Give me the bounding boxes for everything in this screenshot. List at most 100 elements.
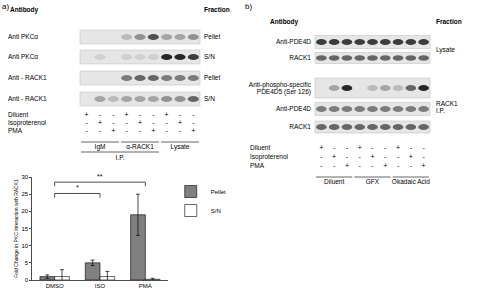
svg-text:*: * xyxy=(76,184,79,191)
svg-text:S/N: S/N xyxy=(211,208,221,214)
svg-text:-: - xyxy=(192,111,195,118)
svg-text:S/N: S/N xyxy=(204,95,215,102)
svg-text:-: - xyxy=(192,119,195,126)
svg-text:+: + xyxy=(332,153,336,160)
svg-text:-: - xyxy=(152,119,155,126)
svg-text:S/N: S/N xyxy=(204,53,215,60)
svg-text:-: - xyxy=(346,144,349,151)
svg-text:RACK1: RACK1 xyxy=(289,123,311,130)
svg-text:Isoproterenol: Isoproterenol xyxy=(250,153,288,161)
svg-text:Pellet: Pellet xyxy=(204,33,220,40)
svg-text:Anti PKCα: Anti PKCα xyxy=(8,33,38,40)
svg-text:IgM: IgM xyxy=(95,143,106,151)
svg-text:-: - xyxy=(85,127,88,134)
svg-text:-: - xyxy=(125,119,128,126)
svg-text:+: + xyxy=(358,144,362,151)
svg-text:Lysate: Lysate xyxy=(436,46,455,54)
svg-text:DMSO: DMSO xyxy=(46,283,64,289)
svg-text:Anti-PDE4D: Anti-PDE4D xyxy=(276,105,311,112)
svg-text:RACK1: RACK1 xyxy=(436,100,458,107)
svg-text:-: - xyxy=(371,162,374,169)
svg-text:-: - xyxy=(165,119,168,126)
svg-text:+: + xyxy=(178,119,182,126)
svg-text:-: - xyxy=(371,144,374,151)
svg-text:+: + xyxy=(151,127,155,134)
svg-text:**: ** xyxy=(97,173,103,180)
svg-text:-: - xyxy=(410,162,413,169)
svg-text:-: - xyxy=(112,119,115,126)
svg-text:Isoproterenol: Isoproterenol xyxy=(8,119,46,127)
svg-text:-: - xyxy=(152,111,155,118)
svg-text:RACK1: RACK1 xyxy=(289,54,311,61)
svg-text:-: - xyxy=(422,144,425,151)
svg-text:ISO: ISO xyxy=(95,283,106,289)
svg-text:-: - xyxy=(139,111,142,118)
svg-text:Anti-PDE4D: Anti-PDE4D xyxy=(276,38,311,45)
svg-text:I.P.: I.P. xyxy=(116,154,125,161)
svg-text:a): a) xyxy=(2,2,9,11)
svg-text:+: + xyxy=(191,127,195,134)
svg-text:5: 5 xyxy=(25,260,29,266)
svg-text:-: - xyxy=(99,111,102,118)
svg-text:+: + xyxy=(85,111,89,118)
svg-text:-: - xyxy=(333,162,336,169)
svg-text:Antibody: Antibody xyxy=(270,18,299,26)
svg-text:Fraction: Fraction xyxy=(436,18,462,25)
svg-text:Diluent: Diluent xyxy=(324,178,344,185)
svg-text:-: - xyxy=(397,162,400,169)
svg-text:+: + xyxy=(111,127,115,134)
svg-text:α-RACK1: α-RACK1 xyxy=(126,143,154,150)
svg-text:20: 20 xyxy=(21,208,28,214)
svg-text:+: + xyxy=(409,153,413,160)
svg-text:+: + xyxy=(345,162,349,169)
svg-text:-: - xyxy=(346,153,349,160)
svg-text:+: + xyxy=(165,111,169,118)
svg-text:PMA: PMA xyxy=(139,283,152,289)
svg-text:25: 25 xyxy=(21,191,28,197)
svg-text:Diluent: Diluent xyxy=(8,111,28,118)
svg-text:Pellet: Pellet xyxy=(204,74,220,81)
svg-text:PMA: PMA xyxy=(250,162,265,169)
svg-text:30: 30 xyxy=(21,174,28,180)
svg-text:Anti PKCα: Anti PKCα xyxy=(8,53,38,60)
svg-text:Okadaic Acid: Okadaic Acid xyxy=(392,178,430,185)
svg-text:-: - xyxy=(359,162,362,169)
svg-text:-: - xyxy=(320,162,323,169)
svg-text:-: - xyxy=(85,119,88,126)
svg-text:-: - xyxy=(397,153,400,160)
svg-text:+: + xyxy=(319,144,323,151)
svg-text:10: 10 xyxy=(21,243,28,249)
svg-text:Fraction: Fraction xyxy=(204,6,230,13)
svg-text:Fold Change in PKC Interaction: Fold Change in PKC Interaction with RACK… xyxy=(13,179,19,278)
svg-text:PDE4D5 (Ser 126): PDE4D5 (Ser 126) xyxy=(257,88,311,96)
svg-text:15: 15 xyxy=(21,226,28,232)
svg-text:-: - xyxy=(359,153,362,160)
svg-text:+: + xyxy=(383,162,387,169)
svg-text:I.P.: I.P. xyxy=(436,107,445,114)
svg-text:+: + xyxy=(138,119,142,126)
svg-text:-: - xyxy=(179,127,182,134)
svg-text:b): b) xyxy=(245,2,252,11)
svg-text:+: + xyxy=(125,111,129,118)
svg-text:-: - xyxy=(333,144,336,151)
svg-text:PMA: PMA xyxy=(8,127,23,134)
svg-text:Antibody: Antibody xyxy=(10,6,39,14)
svg-text:-: - xyxy=(422,153,425,160)
svg-text:+: + xyxy=(98,119,102,126)
svg-text:-: - xyxy=(384,144,387,151)
svg-text:+: + xyxy=(422,162,426,169)
svg-text:Lysate: Lysate xyxy=(171,143,190,151)
svg-text:-: - xyxy=(139,127,142,134)
svg-text:-: - xyxy=(112,111,115,118)
svg-text:Pellet: Pellet xyxy=(211,189,226,195)
svg-text:-: - xyxy=(320,153,323,160)
svg-text:Anti - RACK1: Anti - RACK1 xyxy=(8,95,47,102)
svg-text:+: + xyxy=(370,153,374,160)
svg-text:0: 0 xyxy=(25,277,29,283)
svg-text:-: - xyxy=(384,153,387,160)
svg-text:-: - xyxy=(410,144,413,151)
svg-text:Diluent: Diluent xyxy=(250,144,270,151)
svg-text:-: - xyxy=(165,127,168,134)
svg-text:Anti - RACK1: Anti - RACK1 xyxy=(8,74,47,81)
svg-text:-: - xyxy=(125,127,128,134)
